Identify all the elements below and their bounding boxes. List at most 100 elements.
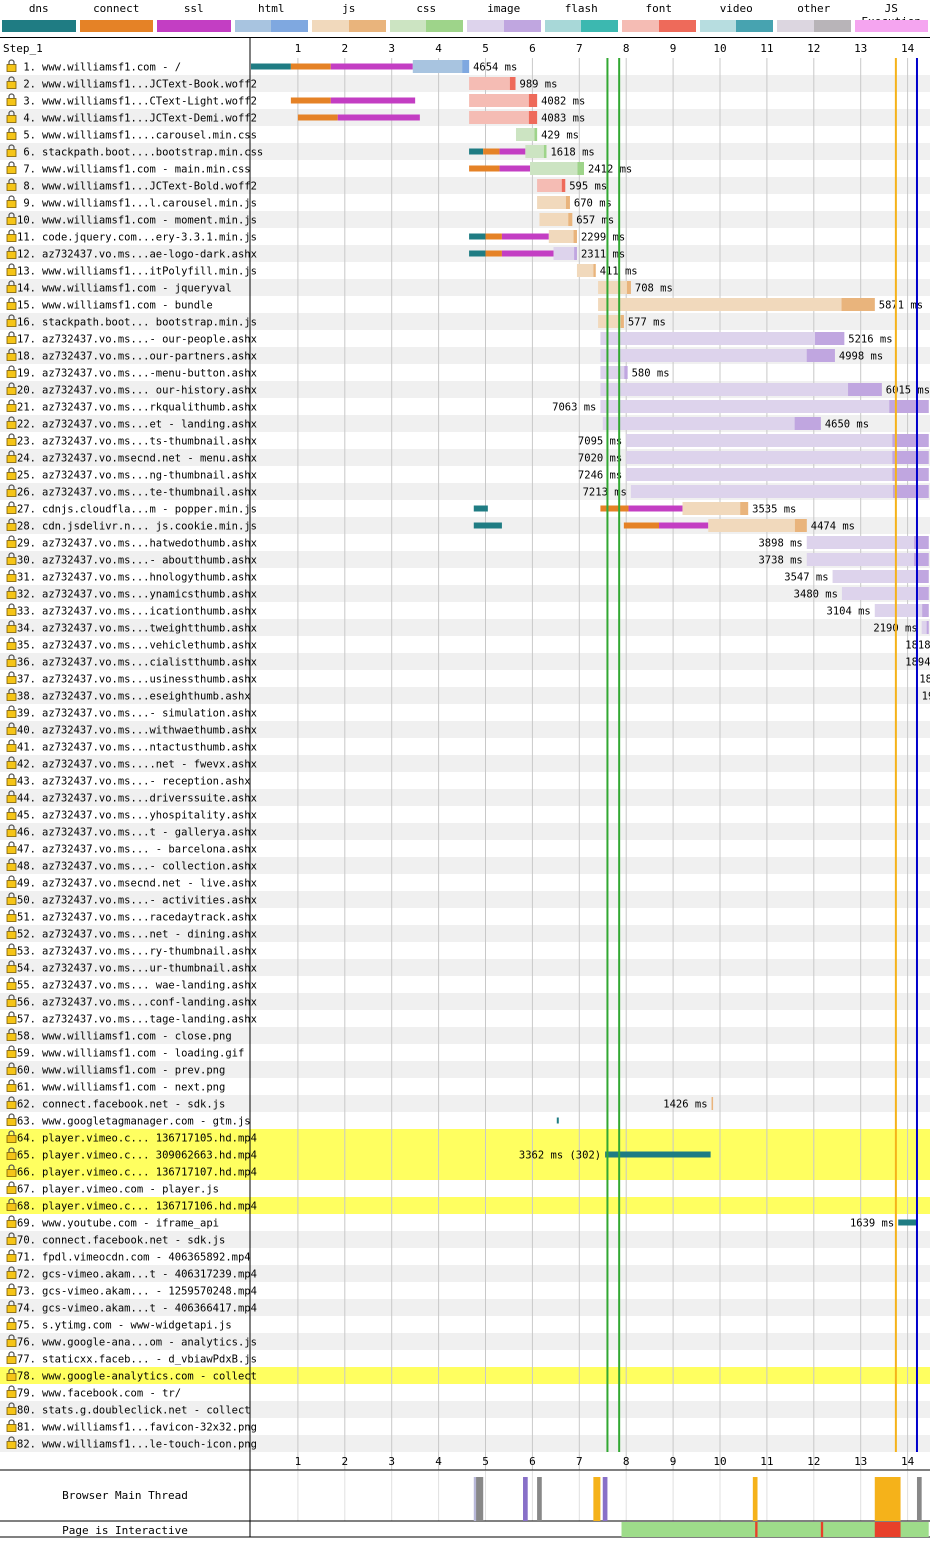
row-label: az732437.vo.ms...ry-thumbnail.ashx [42, 946, 257, 958]
legend-item-css: css [388, 0, 466, 34]
legend-swatch [622, 20, 696, 32]
row-label: s.ytimg.com - www-widgetapi.js [42, 1320, 232, 1332]
x-tick-top: 6 [529, 42, 536, 55]
row-number: 61. [17, 1082, 36, 1094]
row-number: 81. [17, 1422, 36, 1434]
legend-item-font: font [620, 0, 698, 34]
legend-label: font [620, 2, 698, 15]
row-label: az732437.vo.ms... - barcelona.ashx [42, 844, 257, 856]
main-thread-activity [753, 1477, 758, 1521]
row-duration: 19 [922, 691, 930, 703]
row-number: 72. [17, 1269, 36, 1281]
row-label: az732437.vo.ms...tage-landing.ashx [42, 1014, 257, 1026]
legend-swatch [855, 20, 929, 32]
row-label: az732437.vo.ms...cialistthumb.ashx [42, 657, 257, 669]
row-duration: 2412 ms [588, 164, 632, 176]
bar-request [600, 383, 881, 396]
row-number: 28. [17, 521, 36, 533]
bar-ssl [331, 98, 415, 104]
bar-dns [474, 523, 502, 529]
legend-swatch [157, 20, 231, 32]
bar-request [469, 111, 537, 124]
row-number: 38. [17, 691, 36, 703]
bar-download [593, 264, 595, 277]
bar-request [598, 298, 875, 311]
bar-request [516, 128, 537, 141]
legend-item-image: image [465, 0, 543, 34]
row-number: 44. [17, 793, 36, 805]
row-number: 2. [23, 79, 36, 91]
row-duration: 5216 ms [848, 334, 892, 346]
row-number: 42. [17, 759, 36, 771]
bar-download [917, 570, 929, 583]
bar-request [682, 502, 748, 515]
bar-download [918, 587, 928, 600]
bar-request [539, 213, 572, 226]
row-label: connect.facebook.net - sdk.js [42, 1235, 225, 1247]
bar-request [537, 196, 570, 209]
row-number: 43. [17, 776, 36, 788]
bar-download [529, 111, 537, 124]
bar-request [842, 587, 929, 600]
row-number: 74. [17, 1303, 36, 1315]
row-duration: 1639 ms [850, 1218, 894, 1230]
bar-request [413, 60, 469, 73]
bar-dns [474, 506, 488, 512]
bar-download [574, 247, 577, 260]
row-label: www.williamsf1.com - prev.png [42, 1065, 225, 1077]
row-label: az732437.vo.ms...usinessthumb.ashx [42, 674, 257, 686]
interactive-span [875, 1522, 901, 1537]
x-tick-top: 2 [341, 42, 348, 55]
x-tick-bottom: 9 [670, 1455, 677, 1468]
row-number: 19. [17, 368, 36, 380]
row-label: az732437.vo.msecnd.net - live.ashx [42, 878, 257, 890]
x-tick-bottom: 4 [435, 1455, 442, 1468]
row-number: 68. [17, 1201, 36, 1213]
bar-request [469, 77, 515, 90]
row-label: www.williamsf1...JCText-Bold.woff2 [42, 181, 257, 193]
bar-download [892, 451, 928, 464]
row-label: www.williamsf1....carousel.min.css [42, 130, 257, 142]
row-number: 66. [17, 1167, 36, 1179]
x-tick-bottom: 3 [388, 1455, 395, 1468]
row-duration: 4474 ms [811, 521, 855, 533]
bar-request [626, 451, 929, 464]
row-duration: 657 ms [576, 215, 614, 227]
row-label: cdn.jsdelivr.n... js.cookie.min.js [42, 521, 257, 533]
row-label: az732437.vo.ms...-menu-button.ashx [42, 368, 257, 380]
row-duration: 1426 ms [663, 1099, 707, 1111]
bar-connect [291, 98, 331, 104]
row-duration: 989 ms [520, 79, 558, 91]
row-number: 33. [17, 606, 36, 618]
row-number: 62. [17, 1099, 36, 1111]
row-number: 4. [23, 113, 36, 125]
x-tick-bottom: 7 [576, 1455, 583, 1468]
row-label: www.google-analytics.com - collect [42, 1371, 257, 1383]
bar-connect [483, 149, 499, 155]
legend-label: ssl [155, 2, 233, 15]
row-label: az732437.vo.ms...t - gallerya.ashx [42, 827, 257, 839]
row-duration: 3104 ms [827, 606, 871, 618]
row-label: www.williamsf1.com - close.png [42, 1031, 232, 1043]
legend-swatch [545, 20, 619, 32]
x-tick-top: 10 [713, 42, 726, 55]
x-tick-top: 1 [295, 42, 302, 55]
row-label: az732437.vo.ms...- reception.ashx [42, 776, 251, 788]
legend-swatch [235, 20, 309, 32]
x-tick-bottom: 13 [854, 1455, 867, 1468]
x-tick-bottom: 11 [760, 1455, 773, 1468]
row-label: az732437.vo.ms...et - landing.ashx [42, 419, 257, 431]
row-number: 59. [17, 1048, 36, 1060]
row-number: 77. [17, 1354, 36, 1366]
bar-download [795, 519, 807, 532]
row-duration: 3480 ms [794, 589, 838, 601]
row-label: www.facebook.com - tr/ [42, 1388, 181, 1400]
bar-download [815, 332, 844, 345]
row-duration: 7020 ms [578, 453, 622, 465]
row-number: 48. [17, 861, 36, 873]
row-number: 25. [17, 470, 36, 482]
row-label: az732437.vo.ms...yhospitality.ashx [42, 810, 257, 822]
row-label: az732437.vo.ms...tweightthumb.ashx [42, 623, 257, 635]
main-thread-activity [593, 1477, 600, 1521]
